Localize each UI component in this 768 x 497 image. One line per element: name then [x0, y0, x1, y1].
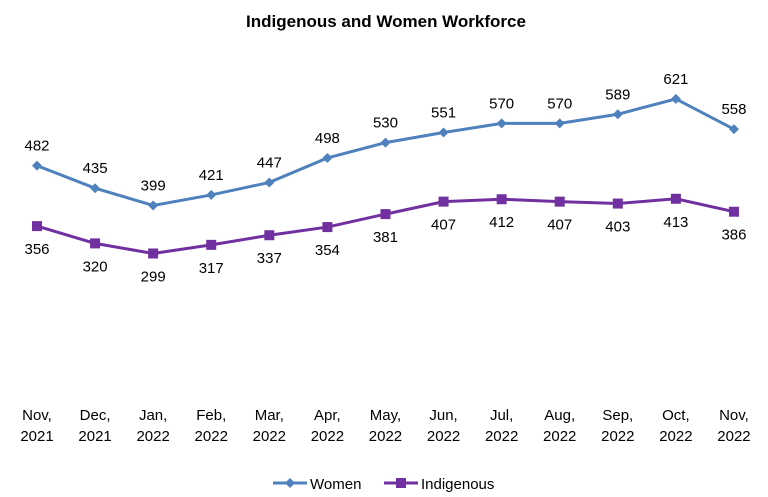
data-label: 435: [83, 160, 108, 177]
x-tick-label: Mar, 2022: [253, 407, 286, 445]
data-label: 530: [373, 115, 398, 132]
data-point: [496, 118, 507, 129]
legend-marker: [396, 478, 406, 488]
data-label: 407: [547, 217, 572, 234]
x-tick-label: Jul, 2022: [485, 407, 518, 445]
legend-label: Indigenous: [421, 476, 494, 493]
legend-item-women: Women: [273, 476, 361, 493]
x-tick-label: Nov, 2022: [717, 407, 750, 445]
data-point: [264, 177, 275, 188]
data-label: 299: [141, 268, 166, 285]
x-tick-label: Feb, 2022: [195, 407, 228, 445]
x-tick-label: Nov, 2021: [20, 407, 53, 445]
data-point: [32, 160, 42, 171]
data-point: [322, 222, 333, 233]
data-label: 386: [721, 227, 746, 244]
data-label: 381: [373, 229, 398, 246]
data-label: 412: [489, 214, 514, 231]
data-point: [554, 196, 565, 207]
data-label: 447: [257, 154, 282, 171]
data-point: [670, 193, 681, 204]
data-point: [380, 137, 391, 148]
data-label: 356: [24, 241, 49, 258]
data-label: 317: [199, 260, 224, 277]
data-label: 621: [663, 71, 688, 88]
data-label: 407: [431, 217, 456, 234]
legend-label: Women: [310, 476, 361, 493]
data-point: [90, 238, 101, 249]
x-tick-label: Apr, 2022: [311, 407, 344, 445]
data-point: [322, 152, 333, 163]
data-label: 551: [431, 105, 456, 122]
data-label: 589: [605, 86, 630, 103]
data-point: [728, 124, 739, 135]
data-label: 399: [141, 177, 166, 194]
x-tick-label: Jun, 2022: [427, 407, 460, 445]
legend-item-indigenous: Indigenous: [384, 476, 494, 493]
data-label: 570: [489, 95, 514, 112]
data-point: [206, 189, 217, 200]
data-point: [380, 209, 391, 220]
x-tick-label: Sep, 2022: [601, 407, 634, 445]
data-point: [32, 221, 42, 232]
data-label: 413: [663, 214, 688, 231]
chart-title: Indigenous and Women Workforce: [246, 12, 526, 31]
x-tick-label: Aug, 2022: [543, 407, 576, 445]
data-point: [496, 194, 507, 205]
x-tick-label: Dec, 2021: [78, 407, 111, 445]
data-point: [148, 200, 159, 211]
data-label: 403: [605, 219, 630, 236]
data-point: [90, 183, 101, 194]
data-point: [612, 109, 623, 120]
series-women: 482 435 399 421 447 498 530 551 570 570 589 621 558: [24, 71, 746, 211]
legend-marker: [285, 478, 295, 488]
data-label: 354: [315, 242, 340, 259]
data-point: [670, 93, 681, 104]
data-point: [612, 198, 623, 209]
series-indigenous: 356 320 299 317 337 354 381 407 412 407 403 413 386: [24, 193, 746, 285]
data-label: 498: [315, 130, 340, 147]
data-point: [206, 239, 217, 250]
data-point: [438, 127, 449, 138]
data-point: [264, 230, 275, 241]
data-label: 482: [24, 138, 49, 155]
x-tick-label: Jan, 2022: [136, 407, 169, 445]
data-label: 320: [83, 258, 108, 275]
data-label: 421: [199, 167, 224, 184]
x-tick-label: May, 2022: [369, 407, 402, 445]
data-label: 570: [547, 95, 572, 112]
data-point: [438, 196, 449, 207]
data-label: 337: [257, 250, 282, 267]
data-point: [728, 206, 739, 217]
data-point: [148, 248, 159, 259]
data-label: 558: [721, 101, 746, 118]
data-point: [554, 118, 565, 129]
x-tick-label: Oct, 2022: [659, 407, 692, 445]
